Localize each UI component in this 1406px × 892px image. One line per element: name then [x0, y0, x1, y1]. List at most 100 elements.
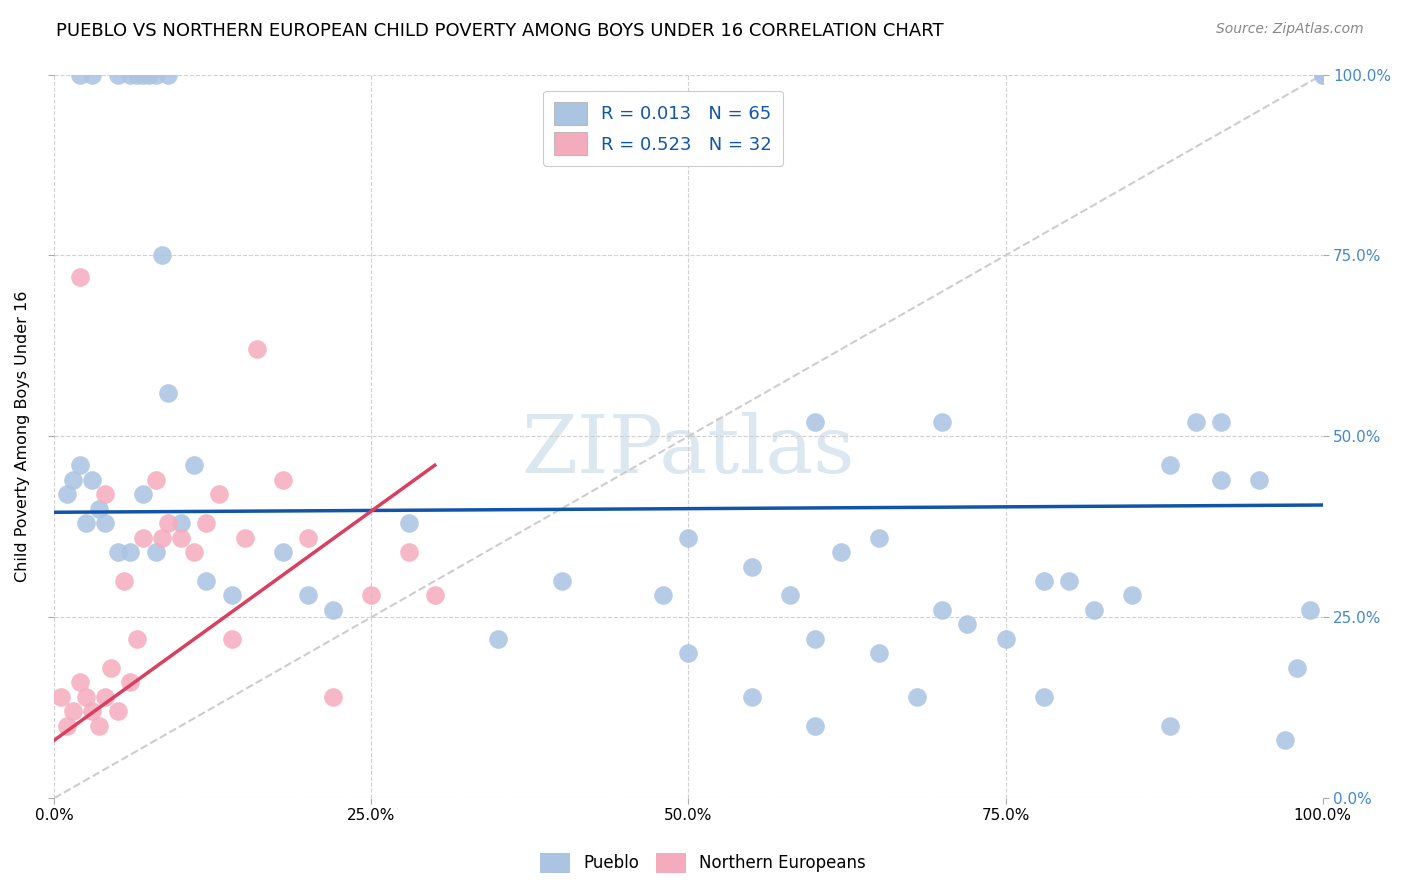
- Point: [779, 589, 801, 603]
- Point: [120, 68, 142, 82]
- Point: [87, 719, 110, 733]
- Point: [233, 531, 256, 545]
- Point: [804, 415, 827, 429]
- Point: [868, 531, 890, 545]
- Point: [120, 675, 142, 690]
- Point: [550, 574, 572, 588]
- Point: [132, 68, 155, 82]
- Point: [1274, 733, 1296, 747]
- Point: [125, 68, 148, 82]
- Point: [56, 719, 79, 733]
- Point: [183, 545, 205, 559]
- Point: [82, 704, 104, 718]
- Point: [1057, 574, 1080, 588]
- Point: [56, 487, 79, 501]
- Point: [652, 589, 675, 603]
- Point: [221, 589, 243, 603]
- Point: [150, 531, 173, 545]
- Point: [956, 617, 979, 632]
- Point: [1083, 603, 1105, 617]
- Point: [1184, 415, 1206, 429]
- Point: [678, 646, 700, 660]
- Point: [75, 516, 97, 530]
- Point: [868, 646, 890, 660]
- Point: [62, 704, 84, 718]
- Point: [107, 68, 129, 82]
- Point: [1159, 719, 1181, 733]
- Point: [221, 632, 243, 646]
- Text: ZIPatlas: ZIPatlas: [522, 412, 855, 490]
- Point: [49, 690, 72, 704]
- Point: [741, 559, 763, 574]
- Text: PUEBLO VS NORTHERN EUROPEAN CHILD POVERTY AMONG BOYS UNDER 16 CORRELATION CHART: PUEBLO VS NORTHERN EUROPEAN CHILD POVERT…: [56, 22, 943, 40]
- Point: [120, 545, 142, 559]
- Point: [107, 545, 129, 559]
- Point: [195, 516, 218, 530]
- Point: [69, 458, 91, 473]
- Point: [1032, 690, 1054, 704]
- Point: [145, 545, 167, 559]
- Point: [1312, 68, 1334, 82]
- Point: [1032, 574, 1054, 588]
- Point: [132, 487, 155, 501]
- Point: [1159, 458, 1181, 473]
- Point: [1121, 589, 1143, 603]
- Point: [486, 632, 509, 646]
- Point: [1312, 68, 1334, 82]
- Point: [157, 516, 180, 530]
- Point: [62, 473, 84, 487]
- Point: [271, 545, 294, 559]
- Point: [82, 68, 104, 82]
- Point: [94, 487, 117, 501]
- Point: [1286, 661, 1309, 675]
- Point: [322, 690, 344, 704]
- Point: [132, 531, 155, 545]
- Point: [112, 574, 135, 588]
- Point: [195, 574, 218, 588]
- Y-axis label: Child Poverty Among Boys Under 16: Child Poverty Among Boys Under 16: [15, 291, 30, 582]
- Point: [170, 531, 193, 545]
- Point: [1211, 473, 1233, 487]
- Point: [94, 690, 117, 704]
- Point: [208, 487, 231, 501]
- Point: [69, 675, 91, 690]
- Point: [678, 531, 700, 545]
- Legend: R = 0.013   N = 65, R = 0.523   N = 32: R = 0.013 N = 65, R = 0.523 N = 32: [543, 91, 783, 166]
- Legend: Pueblo, Northern Europeans: Pueblo, Northern Europeans: [533, 847, 873, 880]
- Point: [398, 545, 420, 559]
- Point: [360, 589, 382, 603]
- Point: [297, 531, 319, 545]
- Text: Source: ZipAtlas.com: Source: ZipAtlas.com: [1216, 22, 1364, 37]
- Point: [125, 632, 148, 646]
- Point: [905, 690, 928, 704]
- Point: [741, 690, 763, 704]
- Point: [69, 270, 91, 285]
- Point: [297, 589, 319, 603]
- Point: [94, 516, 117, 530]
- Point: [1211, 415, 1233, 429]
- Point: [423, 589, 446, 603]
- Point: [398, 516, 420, 530]
- Point: [87, 501, 110, 516]
- Point: [82, 473, 104, 487]
- Point: [145, 473, 167, 487]
- Point: [100, 661, 122, 675]
- Point: [804, 632, 827, 646]
- Point: [830, 545, 852, 559]
- Point: [271, 473, 294, 487]
- Point: [322, 603, 344, 617]
- Point: [138, 68, 160, 82]
- Point: [170, 516, 193, 530]
- Point: [804, 719, 827, 733]
- Point: [1249, 473, 1271, 487]
- Point: [69, 68, 91, 82]
- Point: [931, 603, 953, 617]
- Point: [994, 632, 1017, 646]
- Point: [157, 385, 180, 400]
- Point: [1299, 603, 1322, 617]
- Point: [183, 458, 205, 473]
- Point: [145, 68, 167, 82]
- Point: [246, 343, 269, 357]
- Point: [75, 690, 97, 704]
- Point: [107, 704, 129, 718]
